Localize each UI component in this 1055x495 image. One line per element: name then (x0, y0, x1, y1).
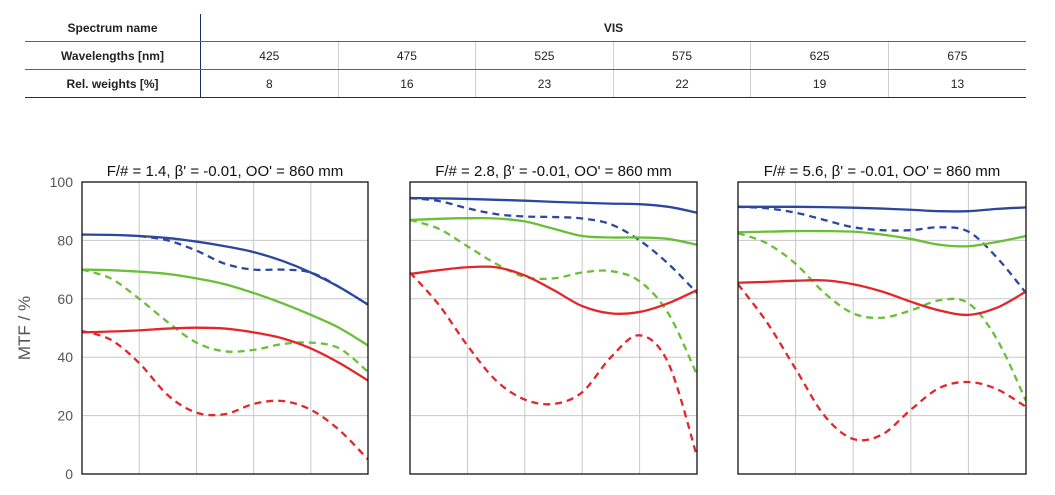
blue-dashed-line (410, 196, 697, 294)
y-tick-label: 80 (57, 232, 73, 248)
wavelength-cell: 425 (200, 41, 339, 70)
red-dashed-line (82, 329, 368, 461)
plot-frame (81, 181, 369, 475)
wavelength-cell: 625 (750, 41, 889, 70)
chart-title: F/# = 5.6, β' = -0.01, OO' = 860 mm (764, 163, 1001, 180)
weight-cell: 22 (612, 69, 751, 98)
wavelengths-label: Wavelengths [nm] (25, 41, 201, 70)
red-solid-line (82, 326, 368, 382)
spectrum-name-value: VIS (200, 14, 1026, 42)
wavelength-cell: 475 (337, 41, 476, 70)
y-tick-label: 0 (65, 466, 73, 482)
chart-title: F/# = 1.4, β' = -0.01, OO' = 860 mm (107, 163, 344, 180)
spectrum-table: Spectrum name VIS Wavelengths [nm] 425 4… (25, 14, 1026, 98)
y-tick-label: 100 (50, 174, 74, 190)
green-solid-line (738, 229, 1026, 248)
red-dashed-line (738, 283, 1026, 442)
y-axis-label: MTF / % (15, 296, 34, 360)
green-solid-line (82, 268, 368, 347)
green-solid-line (410, 216, 697, 246)
blue-solid-line (738, 205, 1026, 213)
blue-dashed-line (738, 205, 1026, 294)
weight-cell: 23 (475, 69, 614, 98)
series-group (738, 205, 1026, 442)
green-dashed-line (82, 268, 368, 373)
y-tick-label: 20 (57, 408, 73, 424)
mtf-chart-2: F/# = 2.8, β' = -0.01, OO' = 860 mm (409, 163, 698, 475)
weight-cell: 13 (887, 69, 1026, 98)
weight-cell: 8 (200, 69, 339, 98)
blue-solid-line (410, 196, 697, 214)
wavelengths-row: Wavelengths [nm] 425 475 525 575 625 675 (25, 41, 1026, 70)
weight-cell: 19 (750, 69, 889, 98)
mtf-chart-1: F/# = 1.4, β' = -0.01, OO' = 860 mm 0 20 40… (15, 163, 369, 482)
green-dashed-line (410, 218, 697, 376)
y-tick-label: 40 (57, 349, 73, 365)
mtf-chart-3: F/# = 5.6, β' = -0.01, OO' = 860 mm (737, 163, 1027, 475)
spectrum-name-label: Spectrum name (25, 14, 201, 42)
spectrum-name-row: Spectrum name VIS (25, 14, 1026, 42)
plot-frame (409, 181, 698, 475)
series-group (410, 196, 697, 457)
red-solid-line (738, 279, 1026, 317)
blue-solid-line (82, 233, 368, 306)
weight-cell: 16 (337, 69, 476, 98)
blue-dashed-line (139, 234, 368, 306)
red-solid-line (410, 265, 697, 315)
weights-row: Rel. weights [%] 8 16 23 22 19 13 (25, 69, 1026, 98)
green-dashed-line (738, 232, 1026, 402)
plot-frame (737, 181, 1027, 475)
wavelength-cell: 675 (887, 41, 1026, 70)
weights-label: Rel. weights [%] (25, 69, 201, 98)
wavelength-cell: 525 (475, 41, 614, 70)
y-tick-label: 60 (57, 291, 73, 307)
red-dashed-line (410, 271, 697, 457)
series-group (82, 233, 368, 461)
chart-title: F/# = 2.8, β' = -0.01, OO' = 860 mm (435, 163, 672, 180)
wavelength-cell: 575 (612, 41, 751, 70)
